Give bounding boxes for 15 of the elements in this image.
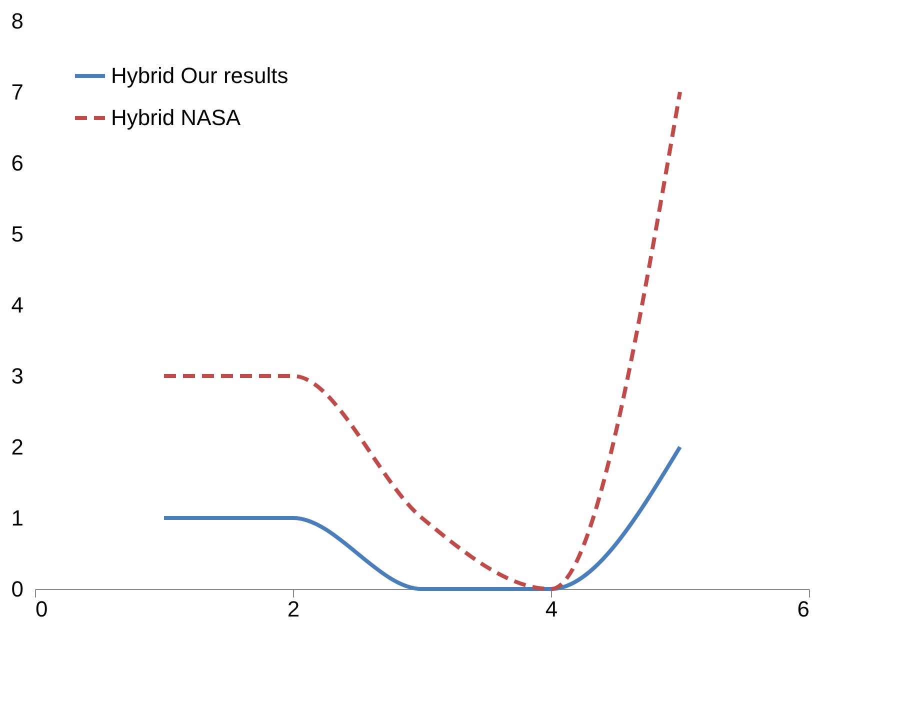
y-tick-label: 3 xyxy=(11,364,24,388)
y-tick-label: 0 xyxy=(11,576,24,602)
x-tick-label: 2 xyxy=(287,596,300,622)
x-tick-label: 0 xyxy=(36,596,48,622)
y-tick-label: 4 xyxy=(11,292,24,318)
legend-label: Hybrid NASA xyxy=(111,105,241,130)
legend-label: Hybrid Our results xyxy=(111,63,288,88)
x-tick-label: 4 xyxy=(545,596,558,622)
y-tick-label: 6 xyxy=(11,150,24,176)
y-tick-label: 1 xyxy=(11,506,24,530)
y-tick-label: 5 xyxy=(11,222,24,246)
y-tick-label: 7 xyxy=(11,80,24,104)
x-tick-label: 6 xyxy=(797,596,810,622)
y-tick-label: 8 xyxy=(11,8,24,34)
y-tick-label: 2 xyxy=(11,434,24,460)
